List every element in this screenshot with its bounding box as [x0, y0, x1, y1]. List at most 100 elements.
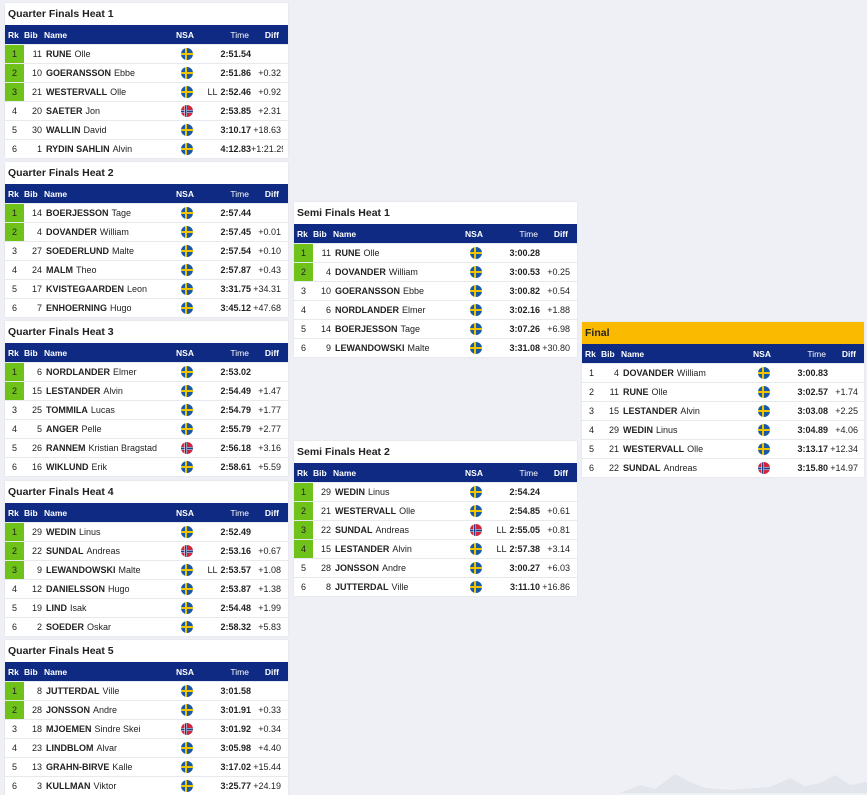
- table-row[interactable]: 5 19 LIND Isak 2:54.48 +1.99: [5, 598, 288, 617]
- athlete-name[interactable]: RANNEM Kristian Bragstad: [46, 443, 176, 453]
- col-diff-header[interactable]: Diff: [553, 228, 568, 239]
- table-row[interactable]: 1 14 BOERJESSON Tage 2:57.44: [5, 203, 288, 222]
- table-row[interactable]: 2 28 JONSSON Andre 3:01.91 +0.33: [5, 700, 288, 719]
- col-diff-header[interactable]: Diff: [264, 507, 279, 518]
- table-row[interactable]: 3 15 LESTANDER Alvin 3:03.08 +2.25: [582, 401, 864, 420]
- col-rank-header[interactable]: Rk: [8, 188, 19, 199]
- athlete-name[interactable]: SAETER Jon: [46, 106, 176, 116]
- col-time-header[interactable]: Time: [230, 188, 249, 199]
- table-row[interactable]: 5 26 RANNEM Kristian Bragstad 2:56.18 +3.16: [5, 438, 288, 457]
- col-rank-header[interactable]: Rk: [8, 507, 19, 518]
- table-row[interactable]: 4 29 WEDIN Linus 3:04.89 +4.06: [582, 420, 864, 439]
- table-row[interactable]: 1 4 DOVANDER William 3:00.83: [582, 363, 864, 382]
- table-row[interactable]: 6 7 ENHOERNING Hugo 3:45.12 +47.68: [5, 298, 288, 317]
- athlete-name[interactable]: LESTANDER Alvin: [623, 406, 753, 416]
- col-diff-header[interactable]: Diff: [264, 666, 279, 677]
- col-time-header[interactable]: Time: [807, 348, 826, 359]
- col-name-header[interactable]: Name: [621, 348, 645, 359]
- col-nsa-header[interactable]: NSA: [176, 29, 194, 40]
- athlete-name[interactable]: WESTERVALL Olle: [623, 444, 753, 454]
- athlete-name[interactable]: DOVANDER William: [46, 227, 176, 237]
- col-name-header[interactable]: Name: [44, 666, 68, 677]
- col-name-header[interactable]: Name: [44, 507, 68, 518]
- table-row[interactable]: 1 11 RUNE Olle 2:51.54: [5, 44, 288, 63]
- col-bib-header[interactable]: Bib: [313, 228, 327, 239]
- col-rank-header[interactable]: Rk: [585, 348, 596, 359]
- athlete-name[interactable]: WESTERVALL Olle: [335, 506, 465, 516]
- athlete-name[interactable]: WEDIN Linus: [335, 487, 465, 497]
- table-row[interactable]: 6 3 KULLMAN Viktor 3:25.77 +24.19: [5, 776, 288, 795]
- col-bib-header[interactable]: Bib: [313, 467, 327, 478]
- table-row[interactable]: 4 23 LINDBLOM Alvar 3:05.98 +4.40: [5, 738, 288, 757]
- table-row[interactable]: 4 20 SAETER Jon 2:53.85 +2.31: [5, 101, 288, 120]
- col-rank-header[interactable]: Rk: [8, 666, 19, 677]
- col-nsa-header[interactable]: NSA: [465, 228, 483, 239]
- table-row[interactable]: 2 4 DOVANDER William 3:00.53 +0.25: [294, 262, 577, 281]
- col-nsa-header[interactable]: NSA: [753, 348, 771, 359]
- table-row[interactable]: 4 15 LESTANDER Alvin LL 2:57.38 +3.14: [294, 539, 577, 558]
- athlete-name[interactable]: SOEDER Oskar: [46, 622, 176, 632]
- athlete-name[interactable]: JONSSON Andre: [335, 563, 465, 573]
- table-row[interactable]: 3 21 WESTERVALL Olle LL 2:52.46 +0.92: [5, 82, 288, 101]
- athlete-name[interactable]: MJOEMEN Sindre Skei: [46, 724, 176, 734]
- col-nsa-header[interactable]: NSA: [176, 347, 194, 358]
- table-row[interactable]: 4 5 ANGER Pelle 2:55.79 +2.77: [5, 419, 288, 438]
- col-diff-header[interactable]: Diff: [841, 348, 856, 359]
- col-time-header[interactable]: Time: [230, 666, 249, 677]
- col-name-header[interactable]: Name: [44, 188, 68, 199]
- col-time-header[interactable]: Time: [230, 507, 249, 518]
- table-row[interactable]: 4 12 DANIELSSON Hugo 2:53.87 +1.38: [5, 579, 288, 598]
- col-time-header[interactable]: Time: [519, 228, 538, 239]
- col-bib-header[interactable]: Bib: [24, 188, 38, 199]
- col-diff-header[interactable]: Diff: [264, 188, 279, 199]
- table-row[interactable]: 5 17 KVISTEGAARDEN Leon 3:31.75 +34.31: [5, 279, 288, 298]
- athlete-name[interactable]: SUNDAL Andreas: [623, 463, 753, 473]
- col-name-header[interactable]: Name: [333, 467, 357, 478]
- athlete-name[interactable]: BOERJESSON Tage: [335, 324, 465, 334]
- athlete-name[interactable]: JUTTERDAL Ville: [335, 582, 465, 592]
- table-row[interactable]: 1 11 RUNE Olle 3:00.28: [294, 243, 577, 262]
- athlete-name[interactable]: MALM Theo: [46, 265, 176, 275]
- table-row[interactable]: 5 13 GRAHN-BIRVE Kalle 3:17.02 +15.44: [5, 757, 288, 776]
- col-rank-header[interactable]: Rk: [8, 347, 19, 358]
- col-nsa-header[interactable]: NSA: [176, 666, 194, 677]
- athlete-name[interactable]: WIKLUND Erik: [46, 462, 176, 472]
- athlete-name[interactable]: GOERANSSON Ebbe: [46, 68, 176, 78]
- col-bib-header[interactable]: Bib: [24, 666, 38, 677]
- athlete-name[interactable]: WEDIN Linus: [623, 425, 753, 435]
- athlete-name[interactable]: BOERJESSON Tage: [46, 208, 176, 218]
- col-bib-header[interactable]: Bib: [24, 29, 38, 40]
- table-row[interactable]: 3 25 TOMMILA Lucas 2:54.79 +1.77: [5, 400, 288, 419]
- athlete-name[interactable]: LEWANDOWSKI Malte: [335, 343, 465, 353]
- athlete-name[interactable]: DANIELSSON Hugo: [46, 584, 176, 594]
- table-row[interactable]: 6 16 WIKLUND Erik 2:58.61 +5.59: [5, 457, 288, 476]
- athlete-name[interactable]: GOERANSSON Ebbe: [335, 286, 465, 296]
- col-name-header[interactable]: Name: [44, 29, 68, 40]
- athlete-name[interactable]: ENHOERNING Hugo: [46, 303, 176, 313]
- table-row[interactable]: 2 11 RUNE Olle 3:02.57 +1.74: [582, 382, 864, 401]
- athlete-name[interactable]: GRAHN-BIRVE Kalle: [46, 762, 176, 772]
- athlete-name[interactable]: KULLMAN Viktor: [46, 781, 176, 791]
- athlete-name[interactable]: RUNE Olle: [623, 387, 753, 397]
- athlete-name[interactable]: NORDLANDER Elmer: [46, 367, 176, 377]
- col-nsa-header[interactable]: NSA: [176, 188, 194, 199]
- table-row[interactable]: 6 2 SOEDER Oskar 2:58.32 +5.83: [5, 617, 288, 636]
- athlete-name[interactable]: JUTTERDAL Ville: [46, 686, 176, 696]
- table-row[interactable]: 3 10 GOERANSSON Ebbe 3:00.82 +0.54: [294, 281, 577, 300]
- col-bib-header[interactable]: Bib: [601, 348, 615, 359]
- athlete-name[interactable]: WESTERVALL Olle: [46, 87, 176, 97]
- athlete-name[interactable]: TOMMILA Lucas: [46, 405, 176, 415]
- table-row[interactable]: 1 6 NORDLANDER Elmer 2:53.02: [5, 362, 288, 381]
- table-row[interactable]: 6 22 SUNDAL Andreas 3:15.80 +14.97: [582, 458, 864, 477]
- col-name-header[interactable]: Name: [44, 347, 68, 358]
- table-row[interactable]: 3 18 MJOEMEN Sindre Skei 3:01.92 +0.34: [5, 719, 288, 738]
- athlete-name[interactable]: LEWANDOWSKI Malte: [46, 565, 176, 575]
- col-bib-header[interactable]: Bib: [24, 507, 38, 518]
- table-row[interactable]: 2 22 SUNDAL Andreas 2:53.16 +0.67: [5, 541, 288, 560]
- table-row[interactable]: 5 30 WALLIN David 3:10.17 +18.63: [5, 120, 288, 139]
- col-diff-header[interactable]: Diff: [264, 347, 279, 358]
- col-diff-header[interactable]: Diff: [264, 29, 279, 40]
- athlete-name[interactable]: DOVANDER William: [623, 368, 753, 378]
- table-row[interactable]: 3 22 SUNDAL Andreas LL 2:55.05 +0.81: [294, 520, 577, 539]
- col-rank-header[interactable]: Rk: [8, 29, 19, 40]
